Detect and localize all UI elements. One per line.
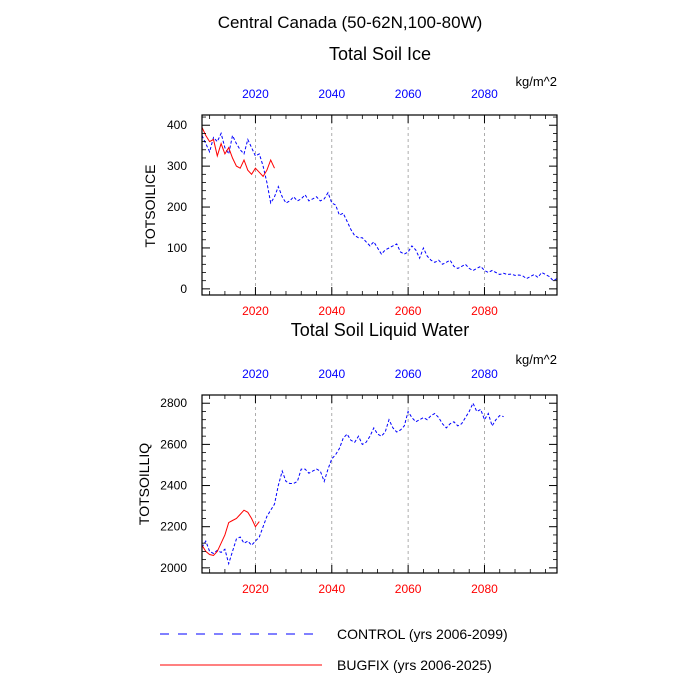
x-tick-label-top: 2040 xyxy=(318,367,345,381)
x-tick-label-top: 2020 xyxy=(242,87,269,101)
legend-control-label: CONTROL (yrs 2006-2099) xyxy=(337,626,508,642)
y-tick-label: 300 xyxy=(167,159,187,173)
soil-ice-gridlines xyxy=(255,115,485,295)
bugfix-series-line xyxy=(201,127,275,178)
soil-ice-ticks xyxy=(202,115,557,295)
soil-liquid-series xyxy=(201,401,504,566)
soil-ice-plot-frame xyxy=(201,114,558,296)
x-tick-label-top: 2080 xyxy=(471,87,498,101)
y-tick-label: 100 xyxy=(167,241,187,255)
legend-bugfix-label: BUGFIX (yrs 2006-2025) xyxy=(337,657,492,673)
soil-liquid-tick-labels: 2020 2020 2040 2040 2060 2060 2080 2080 2000 2200… xyxy=(160,367,498,596)
control-series-line xyxy=(201,401,504,566)
bugfix-series-line xyxy=(201,509,260,557)
soil-ice-panel: Total Soil Ice kg/m^2 TOTSOILICE 2020202… xyxy=(142,44,558,318)
x-tick-label-bottom: 2020 xyxy=(242,304,269,318)
y-tick-label: 200 xyxy=(167,200,187,214)
y-tick-label: 0 xyxy=(180,282,187,296)
soil-liquid-units: kg/m^2 xyxy=(515,352,557,367)
x-tick-label-top: 2060 xyxy=(395,367,422,381)
figure-title: Central Canada (50-62N,100-80W) xyxy=(218,13,483,32)
y-tick-label: 2600 xyxy=(160,437,187,451)
soil-liquid-ticks xyxy=(202,394,557,573)
x-tick-label-top: 2060 xyxy=(395,87,422,101)
soil-liquid-ylabel: TOTSOILLIQ xyxy=(136,443,152,525)
y-tick-label: 2000 xyxy=(160,561,187,575)
x-tick-label-bottom: 2060 xyxy=(395,304,422,318)
soil-liquid-plot-frame xyxy=(201,394,558,574)
soil-ice-units: kg/m^2 xyxy=(515,74,557,89)
x-tick-label-bottom: 2080 xyxy=(471,582,498,596)
y-tick-label: 2400 xyxy=(160,479,187,493)
x-tick-label-bottom: 2060 xyxy=(395,582,422,596)
soil-ice-series xyxy=(201,127,558,282)
y-tick-label: 2800 xyxy=(160,396,187,410)
x-tick-label-bottom: 2080 xyxy=(471,304,498,318)
y-tick-label: 2200 xyxy=(160,520,187,534)
x-tick-label-top: 2040 xyxy=(318,87,345,101)
soil-liquid-title: Total Soil Liquid Water xyxy=(291,320,469,340)
soil-ice-title: Total Soil Ice xyxy=(329,44,431,64)
legend: CONTROL (yrs 2006-2099) BUGFIX (yrs 2006… xyxy=(160,626,508,673)
soil-ice-ylabel: TOTSOILICE xyxy=(142,165,158,248)
x-tick-label-bottom: 2020 xyxy=(242,582,269,596)
x-tick-label-top: 2080 xyxy=(471,367,498,381)
x-tick-label-top: 2020 xyxy=(242,367,269,381)
x-tick-label-bottom: 2040 xyxy=(318,304,345,318)
soil-liquid-panel: Total Soil Liquid Water kg/m^2 TOTSOILLI… xyxy=(136,320,558,596)
x-tick-label-bottom: 2040 xyxy=(318,582,345,596)
y-tick-label: 400 xyxy=(167,118,187,132)
soil-ice-tick-labels: 2020 2020 2040 2040 2060 2060 2080 2080 0 100 200 3… xyxy=(167,87,498,318)
